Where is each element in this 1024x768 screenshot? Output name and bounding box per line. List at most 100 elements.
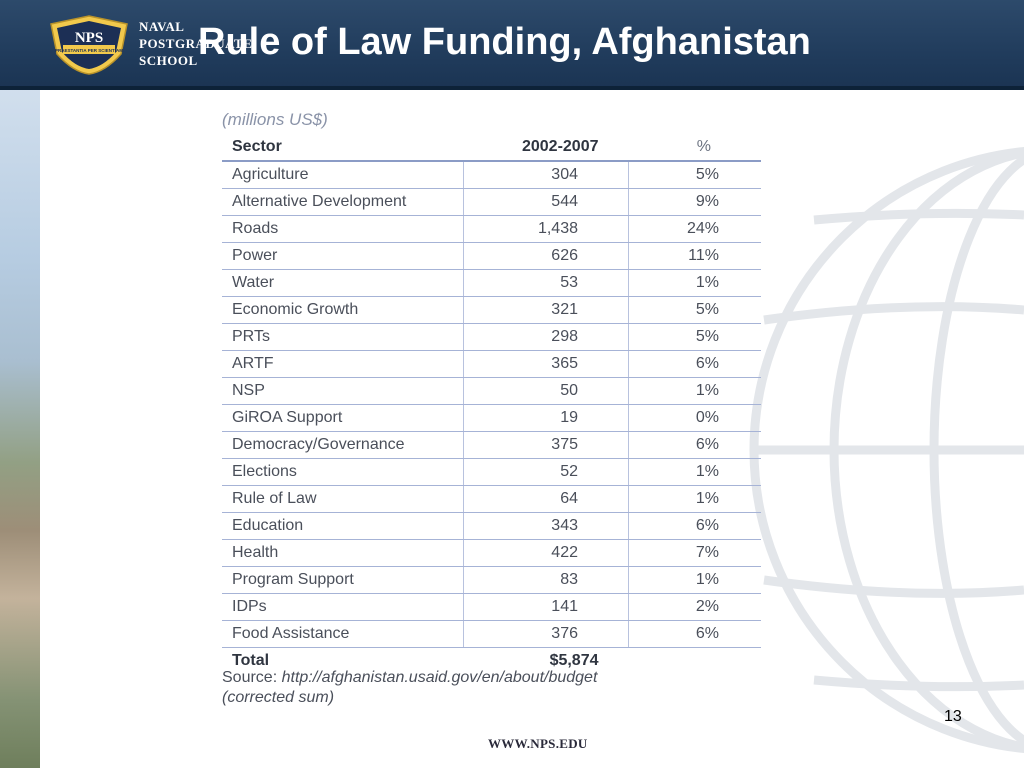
school-line-school: SCHOOL — [139, 53, 198, 68]
globe-watermark — [749, 147, 1024, 753]
table-row: PRTs 298 5% — [222, 323, 761, 351]
sector-cell: Roads — [222, 215, 464, 243]
amount-cell: 343 — [463, 512, 629, 540]
sector-cell: Democracy/Governance — [222, 431, 464, 459]
logo-text: NPS — [75, 30, 103, 46]
amount-cell: 321 — [463, 296, 629, 324]
percent-cell: 6% — [628, 620, 761, 648]
percent-cell: 1% — [628, 458, 761, 486]
table-row: ARTF 365 6% — [222, 350, 761, 378]
sector-cell: Agriculture — [222, 161, 464, 189]
school-name: NAVAL POSTGRADUATE SCHOOL — [139, 18, 252, 69]
table-row: Economic Growth 321 5% — [222, 296, 761, 324]
column-header-percent: % — [628, 134, 761, 162]
amount-cell: 53 — [463, 269, 629, 297]
logo-motto: PRAESTANTIA PER SCIENTIAM — [55, 48, 123, 53]
percent-cell: 0% — [628, 404, 761, 432]
sector-cell: NSP — [222, 377, 464, 405]
table-body: Agriculture 304 5% Alternative Development 5… — [222, 161, 761, 674]
percent-cell: 9% — [628, 188, 761, 216]
table-row: Power 626 11% — [222, 242, 761, 270]
sector-cell: Alternative Development — [222, 188, 464, 216]
total-label: Total — [232, 652, 270, 669]
amount-cell: 1,438 — [463, 215, 629, 243]
sector-cell: ARTF — [222, 350, 464, 378]
sector-cell: Rule of Law — [222, 485, 464, 513]
source-note: (corrected sum) — [222, 689, 335, 706]
table-row: Agriculture 304 5% — [222, 161, 761, 189]
table-row: Food Assistance 376 6% — [222, 620, 761, 648]
amount-cell: 626 — [463, 242, 629, 270]
school-line-postgraduate: POSTGRADUATE — [139, 36, 253, 51]
percent-cell: 11% — [628, 242, 761, 270]
percent-cell: 1% — [628, 566, 761, 594]
amount-cell: 375 — [463, 431, 629, 459]
table-row: Elections 52 1% — [222, 458, 761, 486]
percent-cell: 24% — [628, 215, 761, 243]
sector-cell: Water — [222, 269, 464, 297]
percent-cell: 7% — [628, 539, 761, 567]
sector-cell: Power — [222, 242, 464, 270]
percent-cell: 6% — [628, 350, 761, 378]
percent-cell: 6% — [628, 512, 761, 540]
sector-cell: GiROA Support — [222, 404, 464, 432]
sector-cell: IDPs — [222, 593, 464, 621]
table-row: Education 343 6% — [222, 512, 761, 540]
source-url[interactable]: http://afghanistan.usaid.gov/en/about/bu… — [281, 669, 598, 686]
amount-cell: 365 — [463, 350, 629, 378]
table-row: Program Support 83 1% — [222, 566, 761, 594]
amount-cell: 50 — [463, 377, 629, 405]
sector-cell: Food Assistance — [222, 620, 464, 648]
sector-cell: PRTs — [222, 323, 464, 351]
source-label: Source: — [222, 669, 278, 686]
nps-shield-logo: NPS PRAESTANTIA PER SCIENTIAM — [50, 15, 128, 75]
amount-cell: 52 — [463, 458, 629, 486]
table-row: Rule of Law 64 1% — [222, 485, 761, 513]
amount-cell: 64 — [463, 485, 629, 513]
table-row: Health 422 7% — [222, 539, 761, 567]
units-caption: (millions US$) — [222, 110, 328, 129]
percent-cell: 1% — [628, 269, 761, 297]
header-divider — [0, 86, 1024, 90]
percent-cell: 2% — [628, 593, 761, 621]
funding-table: Sector 2002-2007 % Agriculture 304 5% Alter… — [222, 134, 761, 674]
sector-cell: Education — [222, 512, 464, 540]
percent-cell: 1% — [628, 377, 761, 405]
table-row: Alternative Development 544 9% — [222, 188, 761, 216]
percent-cell: 5% — [628, 161, 761, 189]
amount-cell: 19 — [463, 404, 629, 432]
amount-cell: 298 — [463, 323, 629, 351]
table-row: Water 53 1% — [222, 269, 761, 297]
table-row: Roads 1,438 24% — [222, 215, 761, 243]
table-row: GiROA Support 19 0% — [222, 404, 761, 432]
sector-cell: Elections — [222, 458, 464, 486]
amount-cell: 376 — [463, 620, 629, 648]
table-row: IDPs 141 2% — [222, 593, 761, 621]
amount-cell: 83 — [463, 566, 629, 594]
column-header-sector: Sector — [222, 134, 464, 162]
sector-cell: Health — [222, 539, 464, 567]
amount-cell: 544 — [463, 188, 629, 216]
table-header-row: Sector 2002-2007 % — [222, 134, 761, 162]
percent-cell: 5% — [628, 323, 761, 351]
column-header-years: 2002-2007 — [463, 134, 629, 162]
amount-cell: 422 — [463, 539, 629, 567]
footer-url[interactable]: WWW.NPS.EDU — [488, 736, 588, 751]
percent-cell: 6% — [628, 431, 761, 459]
total-row: Total $5,874 — [222, 648, 761, 675]
table-row: Democracy/Governance 375 6% — [222, 431, 761, 459]
percent-cell: 5% — [628, 296, 761, 324]
table-row: NSP 50 1% — [222, 377, 761, 405]
sector-cell: Economic Growth — [222, 296, 464, 324]
slide-title: Rule of Law Funding, Afghanistan — [198, 21, 811, 63]
school-line-naval: NAVAL — [139, 19, 185, 34]
sector-cell: Program Support — [222, 566, 464, 594]
percent-cell: 1% — [628, 485, 761, 513]
amount-cell: 141 — [463, 593, 629, 621]
header-banner — [0, 0, 1024, 88]
page-number: 13 — [944, 708, 962, 725]
total-amount: $5,874 — [549, 652, 599, 669]
campus-photo-strip — [0, 90, 40, 768]
source-citation: Source: http://afghanistan.usaid.gov/en/… — [222, 668, 782, 708]
amount-cell: 304 — [463, 161, 629, 189]
